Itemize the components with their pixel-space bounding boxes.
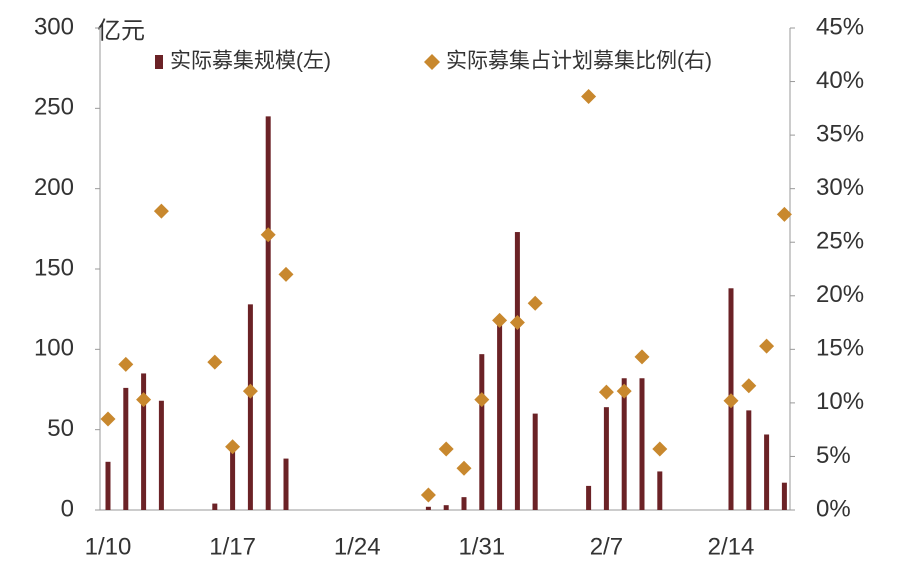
- diamond-marker: [420, 487, 436, 503]
- diamond-marker: [527, 295, 543, 311]
- bar: [497, 322, 503, 510]
- bar: [230, 450, 236, 510]
- diamond-marker: [598, 384, 614, 400]
- bar: [603, 407, 609, 510]
- bar: [532, 413, 538, 510]
- y2-tick-label: 45%: [816, 13, 864, 40]
- diamond-marker: [759, 338, 775, 354]
- y2-tick-label: 30%: [816, 174, 864, 201]
- bar: [639, 378, 645, 510]
- bar: [283, 458, 289, 510]
- legend-swatch: [155, 55, 163, 69]
- diamond-marker: [474, 392, 490, 408]
- diamond-marker: [207, 354, 223, 370]
- bar: [781, 482, 787, 510]
- bar: [425, 506, 431, 510]
- y-unit: 亿元: [97, 17, 145, 44]
- x-tick-label: 1/31: [458, 533, 505, 560]
- diamond-marker: [242, 383, 258, 399]
- x-tick-label: 2/14: [708, 533, 755, 560]
- diamond-marker: [723, 393, 739, 409]
- bar: [265, 116, 271, 510]
- diamond-marker: [634, 349, 650, 365]
- bar: [514, 232, 520, 510]
- y2-tick-label: 5%: [816, 442, 851, 469]
- x-tick-label: 1/10: [85, 533, 132, 560]
- diamond-marker: [100, 411, 116, 427]
- diamond-marker: [741, 378, 757, 394]
- y2-tick-label: 0%: [816, 495, 851, 522]
- diamond-marker: [509, 315, 525, 331]
- bar: [479, 354, 485, 510]
- diamond-marker: [278, 266, 294, 282]
- diamond-marker: [153, 203, 169, 219]
- bar: [212, 503, 218, 510]
- y2-tick-label: 20%: [816, 281, 864, 308]
- diamond-marker: [136, 392, 152, 408]
- bar: [123, 387, 129, 510]
- bar: [461, 497, 467, 510]
- y2-tick-label: 10%: [816, 388, 864, 415]
- bar: [657, 471, 663, 510]
- x-tick-label: 2/7: [590, 533, 623, 560]
- x-tick-label: 1/17: [209, 533, 256, 560]
- diamond-marker: [492, 312, 508, 328]
- y-tick-label: 250: [34, 94, 74, 121]
- y-tick-label: 300: [34, 13, 74, 40]
- diamond-marker: [260, 227, 276, 243]
- y2-tick-label: 25%: [816, 228, 864, 255]
- y2-tick-label: 15%: [816, 335, 864, 362]
- x-tick-label: 1/24: [334, 533, 381, 560]
- bar: [621, 378, 627, 510]
- diamond-marker: [581, 89, 597, 105]
- legend-swatch: [424, 54, 440, 70]
- diamond-marker: [456, 460, 472, 476]
- legend-label: 实际募集占计划募集比例(右): [446, 50, 712, 73]
- y-tick-label: 50: [47, 415, 74, 442]
- diamond-marker: [776, 206, 792, 222]
- diamond-marker: [438, 441, 454, 457]
- bar: [141, 373, 147, 510]
- bar: [746, 410, 752, 510]
- diamond-marker: [616, 383, 632, 399]
- bar: [764, 434, 770, 510]
- diamond-marker: [225, 439, 241, 455]
- y2-tick-label: 40%: [816, 67, 864, 94]
- diamond-marker: [118, 356, 134, 372]
- y-tick-label: 100: [34, 335, 74, 362]
- bar: [586, 485, 592, 510]
- y2-tick-label: 35%: [816, 120, 864, 147]
- diamond-marker: [652, 441, 668, 457]
- legend-label: 实际募集规模(左): [170, 50, 331, 73]
- bar: [443, 505, 449, 510]
- y-tick-label: 200: [34, 174, 74, 201]
- bar: [105, 461, 111, 510]
- bar: [158, 400, 164, 510]
- y-tick-label: 150: [34, 254, 74, 281]
- y-tick-label: 0: [61, 495, 74, 522]
- bar: [247, 304, 253, 510]
